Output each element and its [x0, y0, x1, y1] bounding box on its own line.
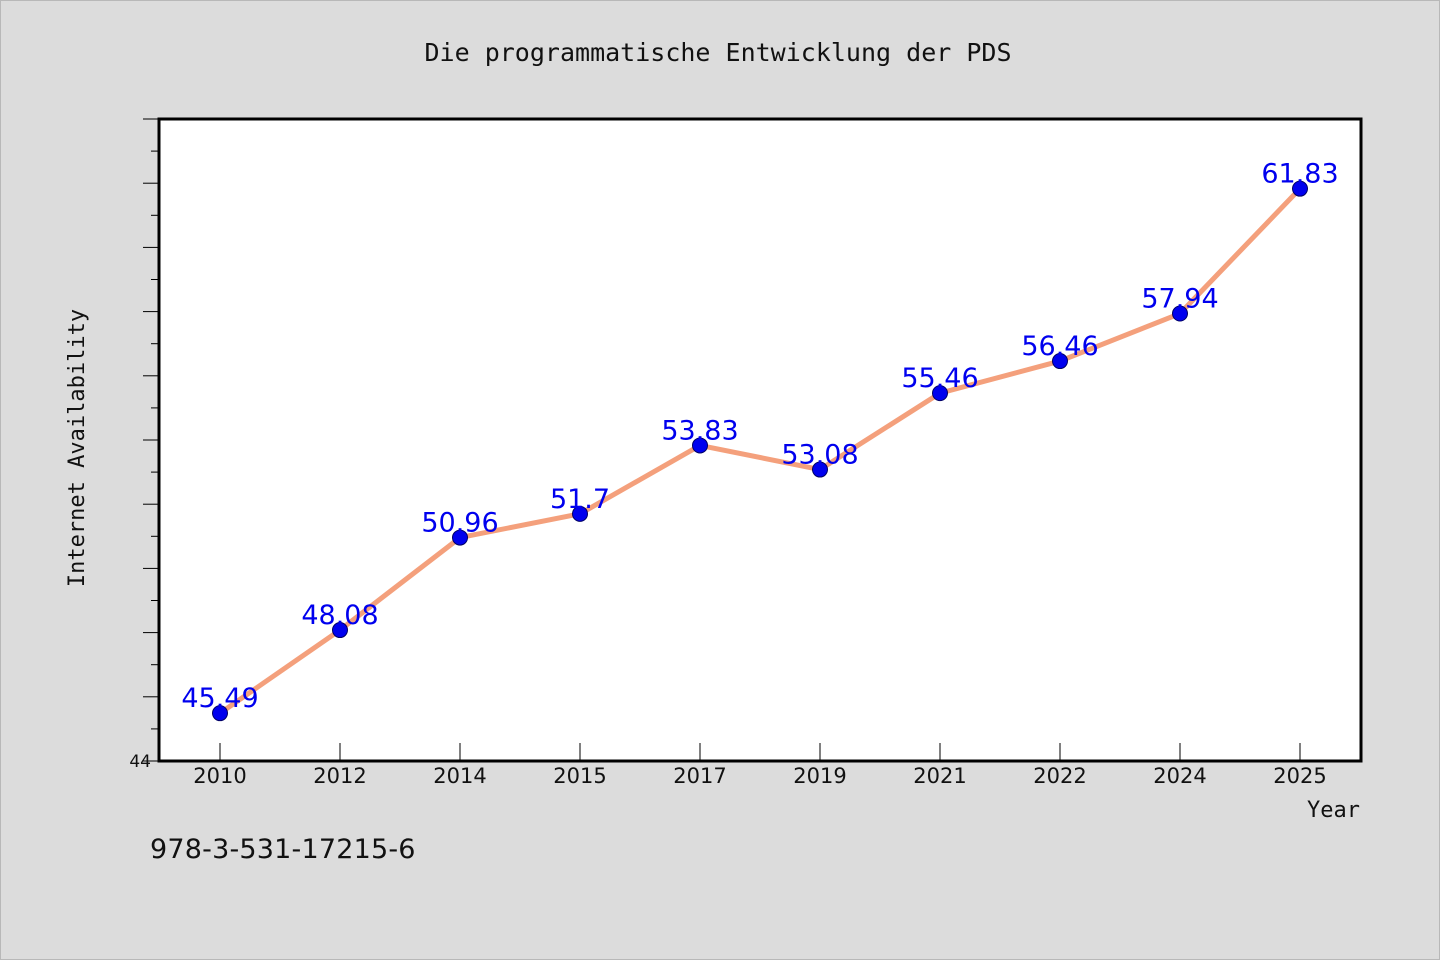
series-markers: [212, 180, 1308, 722]
data-point: [332, 622, 348, 639]
data-label: 51.7: [550, 484, 610, 515]
series-line: [217, 186, 1303, 716]
y-axis-ticks: [143, 118, 159, 762]
data-point: [812, 461, 828, 478]
x-axis-tick-labels: 2010 2012 2014 2015 2017 2019 2021 2022 2024 2025: [193, 764, 1326, 788]
data-label: 53.83: [661, 415, 738, 446]
data-point: [932, 385, 948, 402]
data-label: 61.83: [1261, 159, 1338, 190]
chart-title: Die programmatische Entwicklung der PDS: [425, 38, 1012, 67]
x-axis-label: Year: [1307, 798, 1360, 823]
y-axis-label: Internet Availability: [65, 309, 90, 587]
data-label: 57.94: [1141, 284, 1218, 315]
x-tick-label: 2010: [193, 764, 246, 788]
data-label: 55.46: [901, 363, 978, 394]
data-label: 56.46: [1021, 331, 1098, 362]
x-tick-label: 2012: [313, 764, 366, 788]
data-point: [1292, 180, 1308, 197]
data-point: [692, 437, 708, 454]
x-tick-label: 2017: [673, 764, 726, 788]
x-tick-label: 2024: [1153, 764, 1206, 788]
x-axis-ticks: [219, 743, 1301, 761]
y-tick-label: 44: [129, 752, 151, 772]
data-label: 48.08: [301, 600, 378, 631]
x-tick-label: 2025: [1273, 764, 1326, 788]
plot-area: [157, 117, 1363, 763]
data-point: [1052, 353, 1068, 370]
data-label: 53.08: [781, 440, 858, 471]
x-tick-label: 2014: [433, 764, 486, 788]
data-point: [212, 705, 228, 722]
data-point: [452, 529, 468, 546]
data-point: [1172, 305, 1188, 322]
x-tick-label: 2022: [1033, 764, 1086, 788]
data-label: 50.96: [421, 508, 498, 539]
x-tick-label: 2019: [793, 764, 846, 788]
data-point: [572, 505, 588, 522]
x-tick-label: 2021: [913, 764, 966, 788]
isbn-text: 978-3-531-17215-6: [150, 834, 416, 865]
data-label: 45.49: [181, 683, 258, 714]
x-tick-label: 2015: [553, 764, 606, 788]
data-labels: 45.49 48.08 50.96 51.7 53.83 53.08 55.46 56.46 5…: [181, 159, 1338, 715]
